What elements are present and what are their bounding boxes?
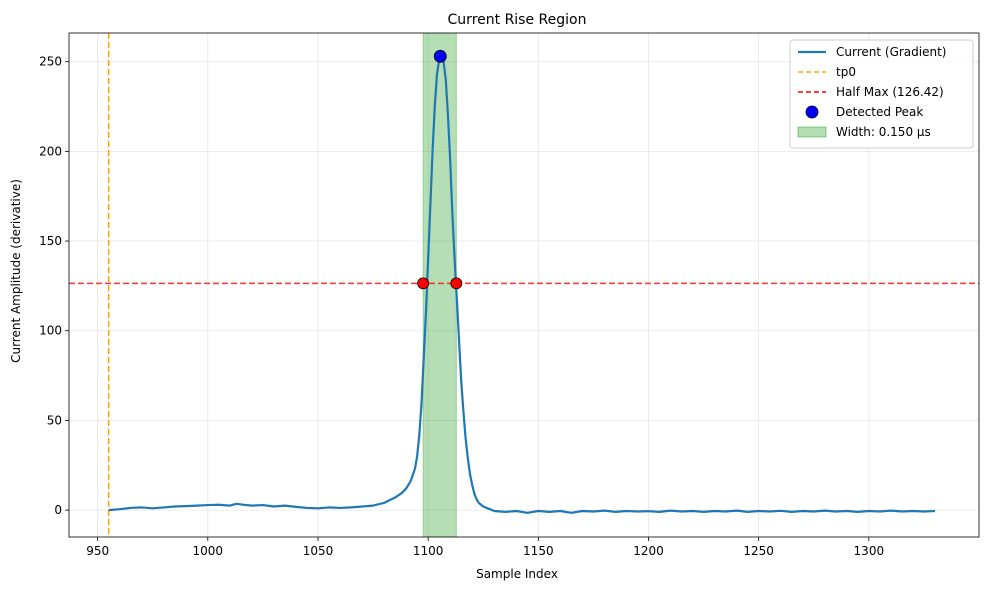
x-axis-label: Sample Index [476,567,558,581]
chart-title: Current Rise Region [448,12,587,28]
series-line [108,55,935,514]
plot-area: 950 1000 1050 1100 1150 1200 1250 1300 0 50 100 150… [39,32,980,558]
legend-width-swatch [797,126,827,138]
y-tick-label: 250 [39,55,62,69]
legend-width-label: Width: 0.150 µs [836,125,931,139]
x-tick-label: 950 [86,544,109,558]
legend: Current (Gradient) tp0 Half Max (126.42) De… [789,39,974,149]
y-tick-label: 200 [39,144,62,158]
legend-current-label: Current (Gradient) [836,45,946,59]
half-max-point [417,277,429,290]
legend-peak-label: Detected Peak [836,105,923,119]
half-max-point [450,277,463,290]
legend-tp0-label: tp0 [836,65,856,79]
x-tick-label: 1200 [633,544,664,558]
legend-peak-swatch [805,105,819,119]
plot-content [69,33,979,537]
axes-frame [68,32,980,538]
legend-box [789,39,974,149]
y-tick-label: 50 [47,413,62,427]
legend-half-max-label: Half Max (126.42) [836,85,944,99]
x-tick-label: 1250 [743,544,774,558]
y-tick-label: 100 [39,324,62,338]
x-tick-label: 1000 [193,544,224,558]
y-tick-label: 150 [39,234,62,248]
y-tick-label: 0 [54,503,62,517]
x-tick-label: 1050 [303,544,334,558]
x-tick-label: 1300 [854,544,885,558]
peak-marker [433,49,447,63]
x-tick-label: 1100 [413,544,444,558]
x-tick-label: 1150 [523,544,554,558]
y-axis-label: Current Amplitude (derivative) [9,179,23,363]
